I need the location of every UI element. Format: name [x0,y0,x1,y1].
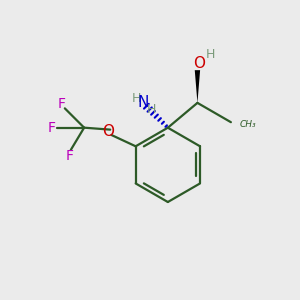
Text: CH₃: CH₃ [239,120,256,129]
Text: H: H [132,92,141,105]
Text: F: F [65,149,73,163]
Text: O: O [102,124,114,139]
Text: F: F [48,121,56,135]
Text: O: O [193,56,205,71]
Polygon shape [195,70,200,103]
Text: H: H [206,48,215,61]
Text: F: F [57,97,65,111]
Text: N: N [137,95,149,110]
Text: H: H [147,103,156,116]
